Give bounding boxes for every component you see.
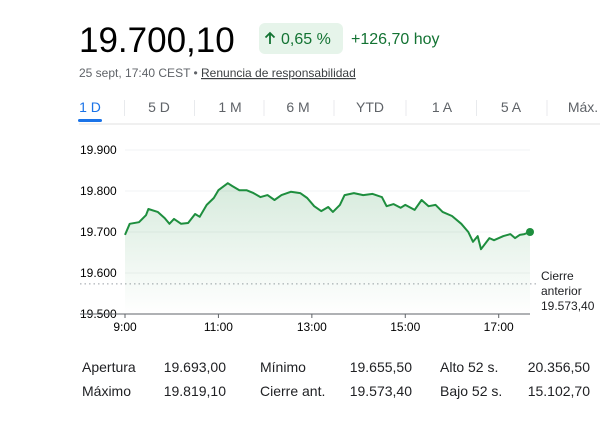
y-tick-label: 19.900 — [80, 143, 117, 157]
x-tick-label: 15:00 — [390, 320, 420, 334]
tab[interactable]: 5 A — [501, 99, 522, 115]
y-tick-label: 19.800 — [80, 184, 117, 198]
y-tick-label: 19.700 — [80, 225, 117, 239]
tab[interactable]: 6 M — [286, 99, 309, 115]
price: 19.700,10 — [79, 21, 235, 60]
change-abs: +126,70 hoy — [351, 31, 440, 48]
change-percent: 0,65 % — [281, 31, 331, 48]
x-tick-label: 11:00 — [204, 320, 233, 334]
stat-label: Bajo 52 s. — [440, 383, 502, 399]
stat-value: 19.573,40 — [350, 383, 412, 399]
line — [124, 182, 531, 251]
tab[interactable]: 1 D — [79, 99, 101, 115]
reference-value: 19.573,40 — [541, 299, 595, 313]
stat-value: 19.693,00 — [164, 359, 226, 375]
stat-label: Mínimo — [260, 359, 306, 375]
stat-value: 19.819,10 — [164, 383, 226, 399]
stat-value: 20.356,50 — [528, 359, 590, 375]
tab-underline — [78, 119, 102, 122]
stat-label: Cierre ant. — [260, 383, 325, 399]
tab[interactable]: YTD — [356, 99, 384, 115]
x-tick-label: 17:00 — [484, 320, 514, 334]
timestamp: 25 sept, 17:40 CEST • — [79, 66, 198, 80]
stat-label: Apertura — [82, 359, 136, 375]
tab[interactable]: 1 A — [432, 99, 453, 115]
tab[interactable]: 5 D — [148, 99, 170, 115]
stat-label: Máximo — [82, 383, 131, 399]
y-tick-label: 19.600 — [80, 266, 117, 280]
disclaimer-link[interactable]: Renuncia de responsabilidad — [201, 66, 356, 80]
x-tick-label: 13:00 — [297, 320, 327, 334]
tab[interactable]: 1 M — [218, 99, 241, 115]
reference-annotation: Cierre anterior 19.573,40 — [541, 269, 603, 314]
tab[interactable]: Máx. — [568, 99, 598, 115]
stat-value: 15.102,70 — [528, 383, 590, 399]
area — [125, 183, 530, 314]
stat-value: 19.655,50 — [350, 359, 412, 375]
end-dot — [526, 228, 534, 236]
reference-label: Cierre anterior — [541, 269, 582, 298]
up-arrow — [264, 31, 276, 44]
x-tick-label: 9:00 — [113, 320, 137, 334]
change-pill — [259, 23, 343, 54]
stat-label: Alto 52 s. — [440, 359, 498, 375]
